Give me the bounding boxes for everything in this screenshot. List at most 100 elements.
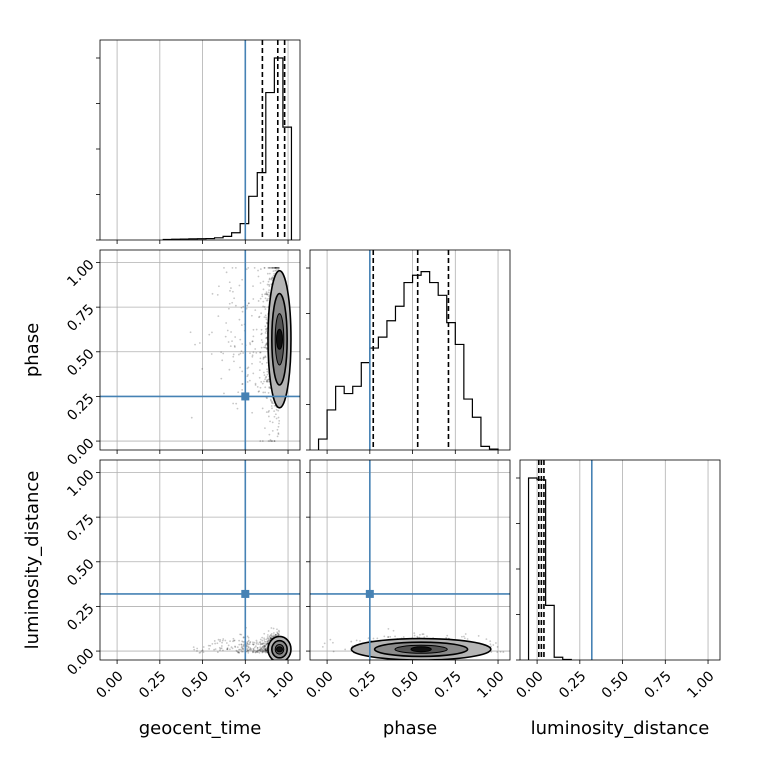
sample-point — [236, 646, 239, 649]
sample-point — [265, 299, 268, 302]
sample-point — [199, 651, 202, 654]
hist-bar — [249, 196, 258, 240]
sample-point — [234, 304, 237, 307]
sample-point — [247, 302, 250, 305]
sample-point — [264, 648, 267, 651]
sample-point — [266, 640, 269, 643]
sample-point — [249, 641, 251, 644]
sample-point — [224, 335, 227, 338]
sample-point — [232, 640, 234, 643]
sample-point — [254, 645, 257, 648]
sample-point — [226, 648, 229, 651]
x-axis-label-luminosity_distance: luminosity_distance — [531, 718, 710, 739]
sample-point — [461, 635, 463, 638]
sample-point — [277, 409, 280, 412]
sample-point — [268, 386, 271, 389]
sample-point — [265, 411, 268, 414]
sample-point — [276, 428, 279, 431]
sample-point — [263, 305, 266, 308]
sample-point — [265, 375, 268, 378]
sample-point — [392, 629, 395, 632]
sample-point — [253, 646, 256, 649]
sample-point — [492, 644, 495, 646]
sample-point — [252, 285, 254, 288]
sample-point — [270, 399, 272, 402]
sample-point — [269, 398, 272, 401]
sample-point — [253, 641, 256, 644]
sample-point — [257, 643, 260, 645]
sample-point — [219, 640, 221, 643]
sample-point — [258, 641, 261, 644]
sample-point — [524, 650, 526, 652]
sample-point — [270, 440, 273, 442]
sample-point — [241, 640, 244, 643]
x-tick-label-geocent_time-0: 0.00 — [93, 668, 126, 701]
sample-point — [252, 648, 255, 651]
sample-point — [496, 651, 499, 653]
sample-point — [240, 643, 243, 646]
sample-point — [394, 635, 396, 638]
sample-point — [266, 397, 268, 400]
sample-point — [268, 266, 271, 269]
sample-point — [262, 391, 265, 394]
sample-point — [246, 635, 249, 638]
sample-point — [264, 346, 266, 349]
sample-point — [259, 386, 262, 389]
y-axis-label-phase: phase — [22, 323, 43, 377]
hist-bar — [387, 321, 396, 450]
sample-point — [240, 645, 243, 648]
sample-point — [258, 651, 261, 654]
sample-point — [490, 645, 492, 648]
sample-point — [202, 646, 205, 648]
x-axis-label-geocent_time: geocent_time — [139, 718, 262, 739]
sample-point — [262, 288, 265, 291]
sample-point — [263, 266, 266, 269]
sample-point — [262, 358, 265, 360]
sample-point — [267, 415, 270, 418]
sample-point — [266, 293, 269, 296]
sample-point — [277, 266, 279, 269]
x-tick-label-luminosity_distance-3: 0.75 — [642, 668, 675, 701]
injection-marker — [241, 589, 250, 598]
sample-point — [240, 633, 243, 636]
sample-point — [253, 266, 256, 269]
hist-bar — [240, 224, 249, 240]
sample-point — [247, 640, 250, 643]
sample-point — [258, 316, 260, 319]
sample-point — [267, 630, 270, 632]
sample-point — [266, 272, 269, 275]
axes-border — [309, 459, 511, 661]
sample-point — [489, 643, 492, 646]
sample-point — [274, 413, 277, 416]
sample-point — [264, 649, 266, 652]
sample-point — [260, 647, 263, 650]
sample-point — [213, 640, 216, 642]
sample-point — [445, 636, 448, 639]
sample-point — [264, 356, 267, 359]
sample-point — [264, 355, 267, 358]
sample-point — [242, 641, 245, 643]
sample-point — [242, 644, 245, 647]
hist-panel-luminosity_distance — [516, 459, 721, 664]
sample-point — [261, 295, 264, 298]
sample-point — [249, 646, 252, 649]
sample-point — [266, 293, 269, 296]
sample-point — [466, 638, 469, 640]
sample-point — [220, 377, 223, 380]
sample-point — [271, 429, 274, 432]
sample-point — [220, 647, 223, 650]
sample-point — [265, 361, 268, 364]
sample-point — [229, 640, 231, 643]
sample-point — [268, 433, 271, 436]
sample-point — [266, 379, 269, 382]
sample-point — [222, 352, 225, 355]
sample-point — [254, 651, 257, 654]
sample-point — [270, 401, 273, 404]
hist-bar — [336, 386, 345, 450]
sample-point — [237, 391, 240, 394]
hist-bar — [257, 173, 266, 240]
sample-point — [248, 643, 251, 646]
scatter-samples — [189, 266, 281, 442]
axes-border — [99, 249, 301, 451]
sample-point — [241, 382, 244, 385]
